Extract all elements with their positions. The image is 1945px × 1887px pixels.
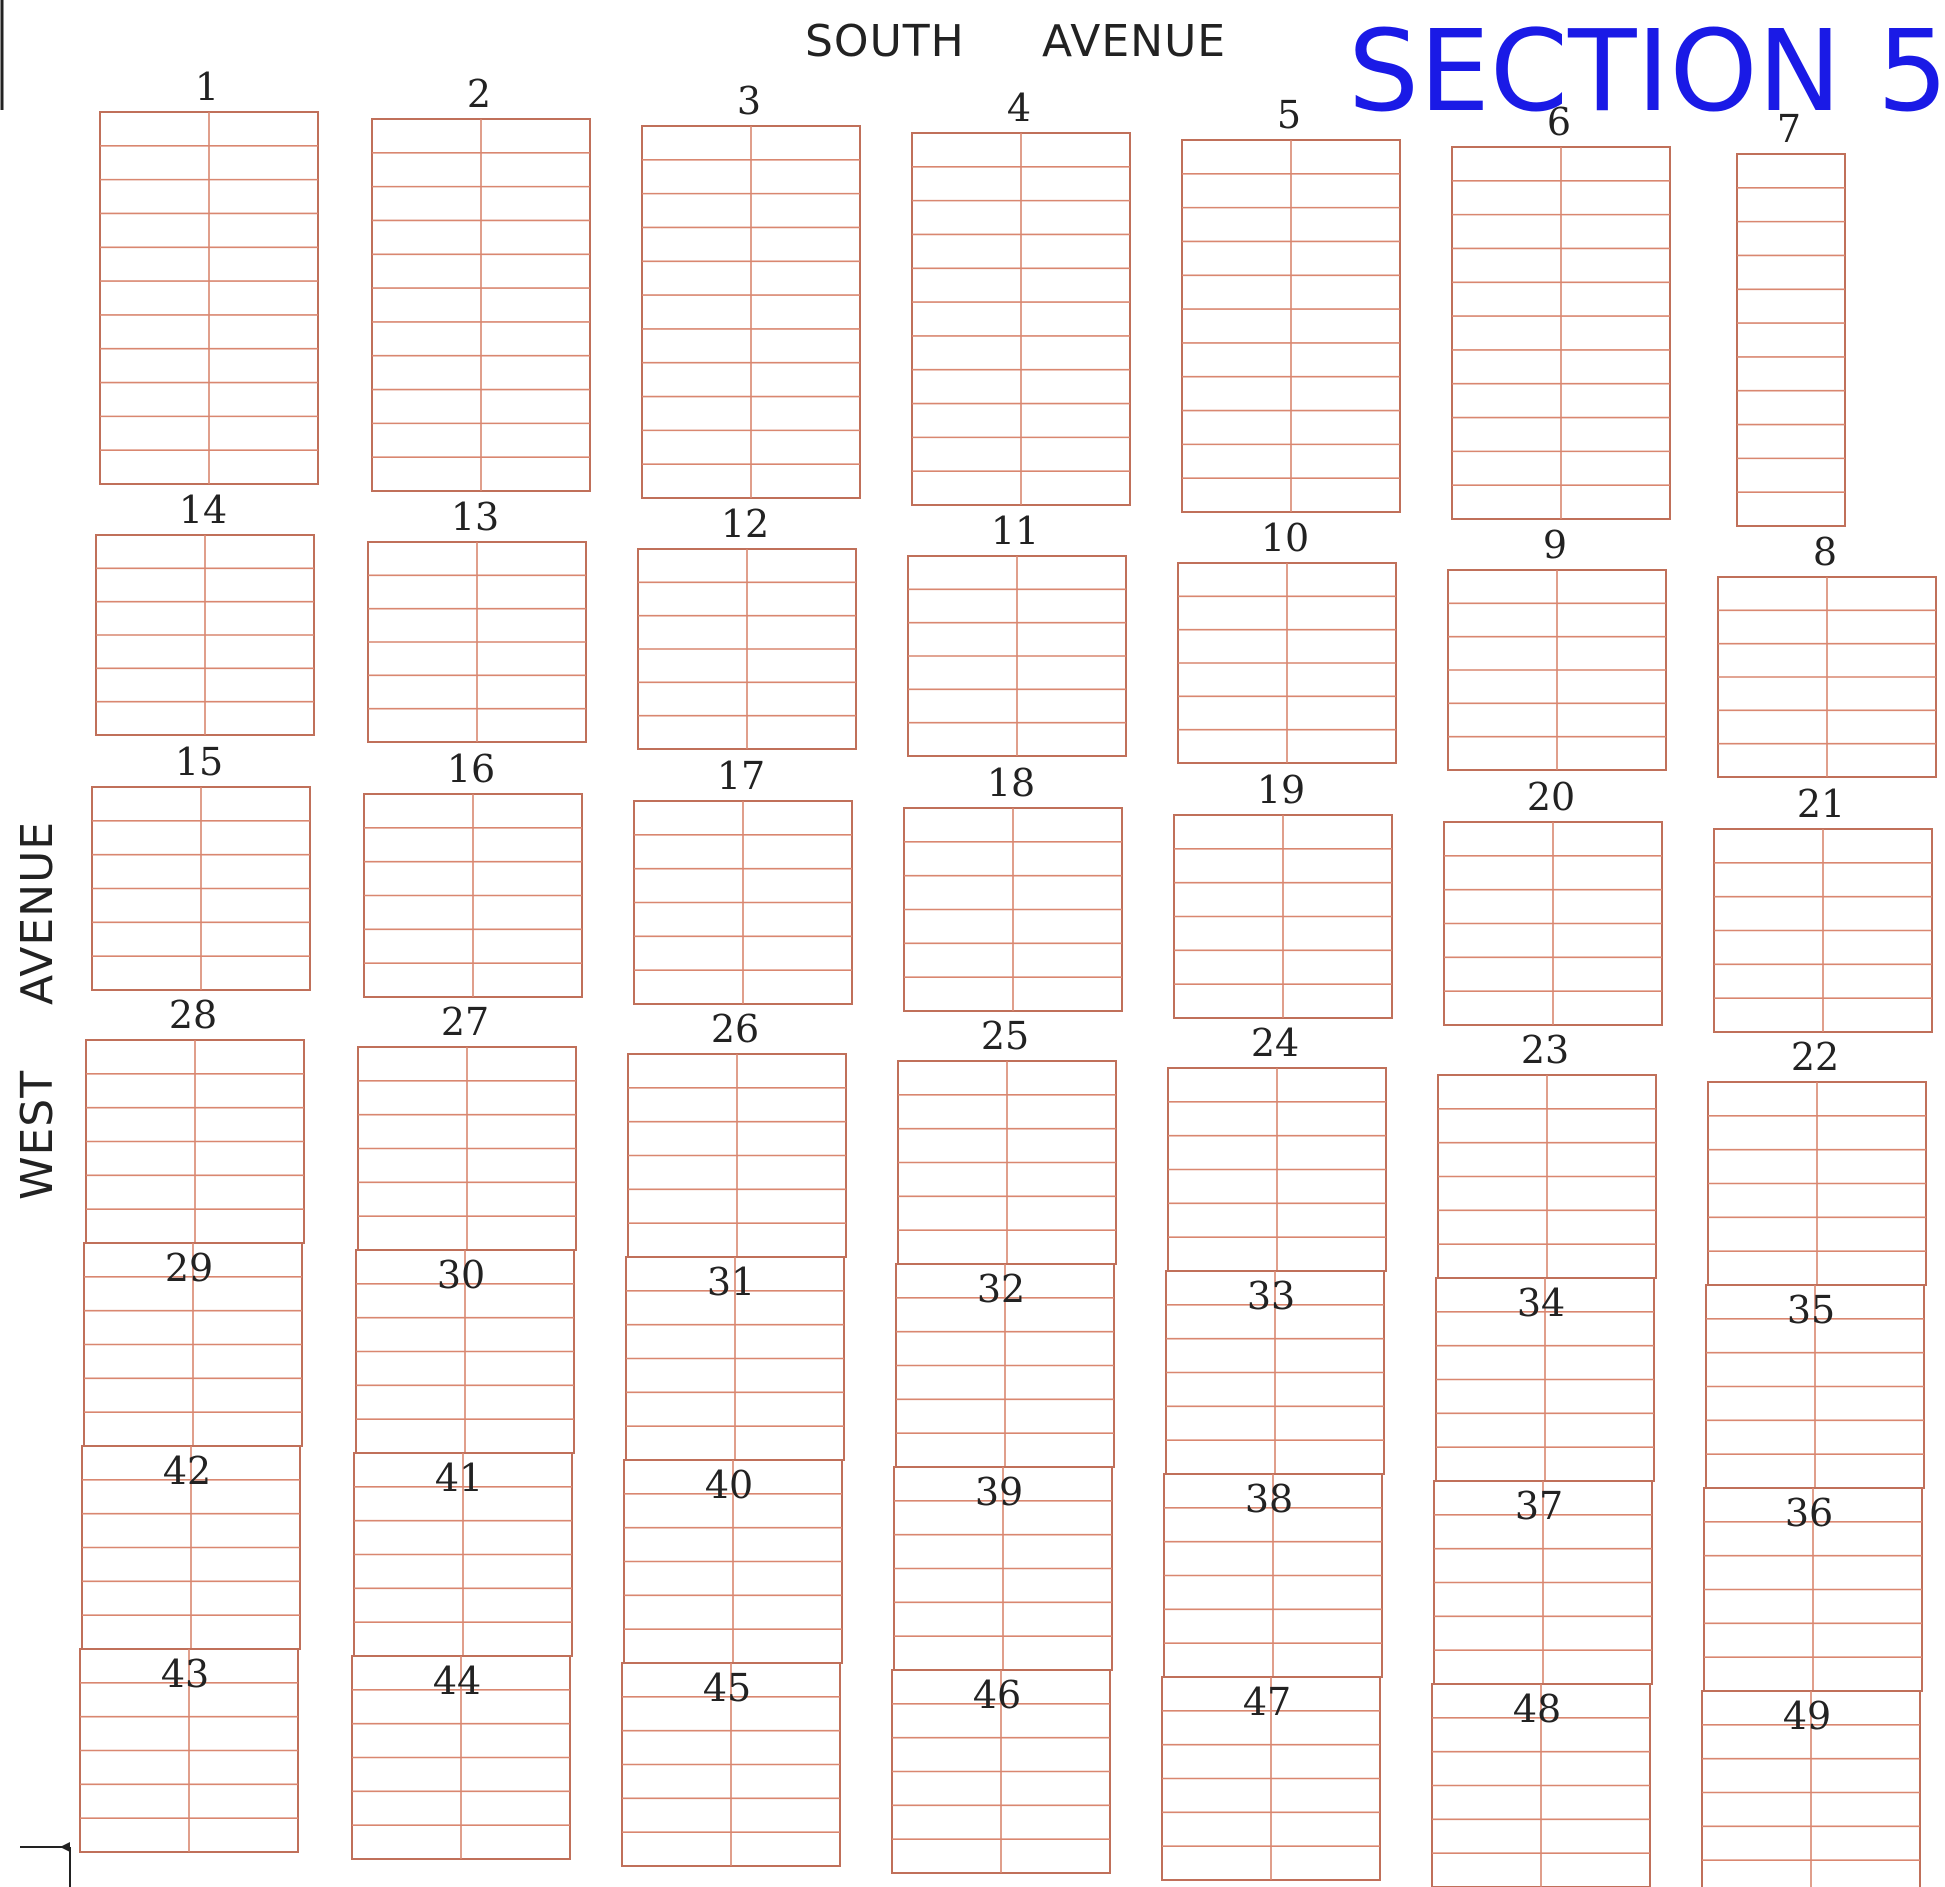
block-label-31: 31: [707, 1260, 755, 1304]
block-18[interactable]: [903, 807, 1123, 1012]
block-21[interactable]: [1713, 828, 1933, 1033]
west-street-label-2: AVENUE: [12, 821, 63, 1005]
block-35[interactable]: [1705, 1284, 1925, 1489]
block-label-15: 15: [175, 740, 223, 784]
block-label-23: 23: [1521, 1028, 1569, 1072]
block-8[interactable]: [1717, 576, 1937, 778]
block-label-8: 8: [1813, 530, 1837, 574]
block-16[interactable]: [363, 793, 583, 998]
block-44[interactable]: [351, 1655, 571, 1860]
west-street-label-1: WEST: [12, 1070, 63, 1200]
block-label-20: 20: [1527, 775, 1575, 819]
block-5[interactable]: [1181, 139, 1401, 513]
block-label-7: 7: [1777, 107, 1801, 151]
block-26[interactable]: [627, 1053, 847, 1258]
block-grid: 1 2 3 4 5 6 714 13 12 11 10 9 815 16 17 18 19 20 212829424…: [79, 65, 1937, 1887]
block-28[interactable]: [85, 1039, 305, 1244]
block-label-40: 40: [705, 1463, 753, 1507]
section-title: SECTION 5: [1348, 7, 1945, 137]
block-39[interactable]: [893, 1466, 1113, 1671]
block-48[interactable]: [1431, 1683, 1651, 1887]
block-41[interactable]: [353, 1452, 573, 1657]
block-label-10: 10: [1261, 516, 1309, 560]
south-street-label-1: SOUTH: [805, 16, 965, 67]
south-street-label-2: AVENUE: [1042, 16, 1226, 67]
block-label-16: 16: [447, 747, 495, 791]
block-label-5: 5: [1277, 93, 1301, 137]
block-label-42: 42: [163, 1449, 211, 1493]
block-label-11: 11: [991, 509, 1039, 553]
block-25[interactable]: [897, 1060, 1117, 1265]
block-37[interactable]: [1433, 1480, 1653, 1685]
block-36[interactable]: [1703, 1487, 1923, 1692]
block-label-36: 36: [1785, 1491, 1833, 1535]
block-47[interactable]: [1161, 1676, 1381, 1881]
block-label-27: 27: [441, 1000, 489, 1044]
block-label-44: 44: [433, 1659, 481, 1703]
block-label-4: 4: [1007, 86, 1031, 130]
block-label-19: 19: [1257, 768, 1305, 812]
block-23[interactable]: [1437, 1074, 1657, 1279]
block-label-39: 39: [975, 1470, 1023, 1514]
block-7[interactable]: [1736, 153, 1846, 527]
block-label-35: 35: [1787, 1288, 1835, 1332]
block-14[interactable]: [95, 534, 315, 736]
block-label-2: 2: [467, 72, 491, 116]
block-label-32: 32: [977, 1267, 1025, 1311]
block-label-28: 28: [169, 993, 217, 1037]
block-24[interactable]: [1167, 1067, 1387, 1272]
block-2[interactable]: [371, 118, 591, 492]
block-label-18: 18: [987, 761, 1035, 805]
block-43[interactable]: [79, 1648, 299, 1853]
block-label-47: 47: [1243, 1680, 1291, 1724]
block-label-25: 25: [981, 1014, 1029, 1058]
block-label-26: 26: [711, 1007, 759, 1051]
block-3[interactable]: [641, 125, 861, 499]
block-label-22: 22: [1791, 1035, 1839, 1079]
block-10[interactable]: [1177, 562, 1397, 764]
block-label-37: 37: [1515, 1484, 1563, 1528]
block-12[interactable]: [637, 548, 857, 750]
corner-marker: [20, 1842, 71, 1887]
block-22[interactable]: [1707, 1081, 1927, 1286]
block-4[interactable]: [911, 132, 1131, 506]
block-19[interactable]: [1173, 814, 1393, 1019]
block-46[interactable]: [891, 1669, 1111, 1874]
block-9[interactable]: [1447, 569, 1667, 771]
block-label-49: 49: [1783, 1694, 1831, 1738]
block-6[interactable]: [1451, 146, 1671, 520]
block-label-1: 1: [195, 65, 219, 109]
block-label-30: 30: [437, 1253, 485, 1297]
block-45[interactable]: [621, 1662, 841, 1867]
block-label-12: 12: [721, 502, 769, 546]
block-17[interactable]: [633, 800, 853, 1005]
block-label-38: 38: [1245, 1477, 1293, 1521]
block-27[interactable]: [357, 1046, 577, 1251]
block-1[interactable]: [99, 111, 319, 485]
block-label-46: 46: [973, 1673, 1021, 1717]
block-label-29: 29: [165, 1246, 213, 1290]
block-label-45: 45: [703, 1666, 751, 1710]
block-49[interactable]: [1701, 1690, 1921, 1887]
block-label-33: 33: [1247, 1274, 1295, 1318]
block-label-9: 9: [1543, 523, 1567, 567]
block-label-6: 6: [1547, 100, 1571, 144]
block-label-34: 34: [1517, 1281, 1565, 1325]
block-32[interactable]: [895, 1263, 1115, 1468]
block-label-48: 48: [1513, 1687, 1561, 1731]
block-15[interactable]: [91, 786, 311, 991]
block-label-24: 24: [1251, 1021, 1299, 1065]
block-13[interactable]: [367, 541, 587, 743]
block-label-3: 3: [737, 79, 761, 123]
block-label-13: 13: [451, 495, 499, 539]
block-20[interactable]: [1443, 821, 1663, 1026]
block-label-17: 17: [717, 754, 765, 798]
block-40[interactable]: [623, 1459, 843, 1664]
block-label-14: 14: [179, 488, 227, 532]
block-11[interactable]: [907, 555, 1127, 757]
block-label-21: 21: [1797, 782, 1845, 826]
block-label-41: 41: [435, 1456, 483, 1500]
block-label-43: 43: [161, 1652, 209, 1696]
